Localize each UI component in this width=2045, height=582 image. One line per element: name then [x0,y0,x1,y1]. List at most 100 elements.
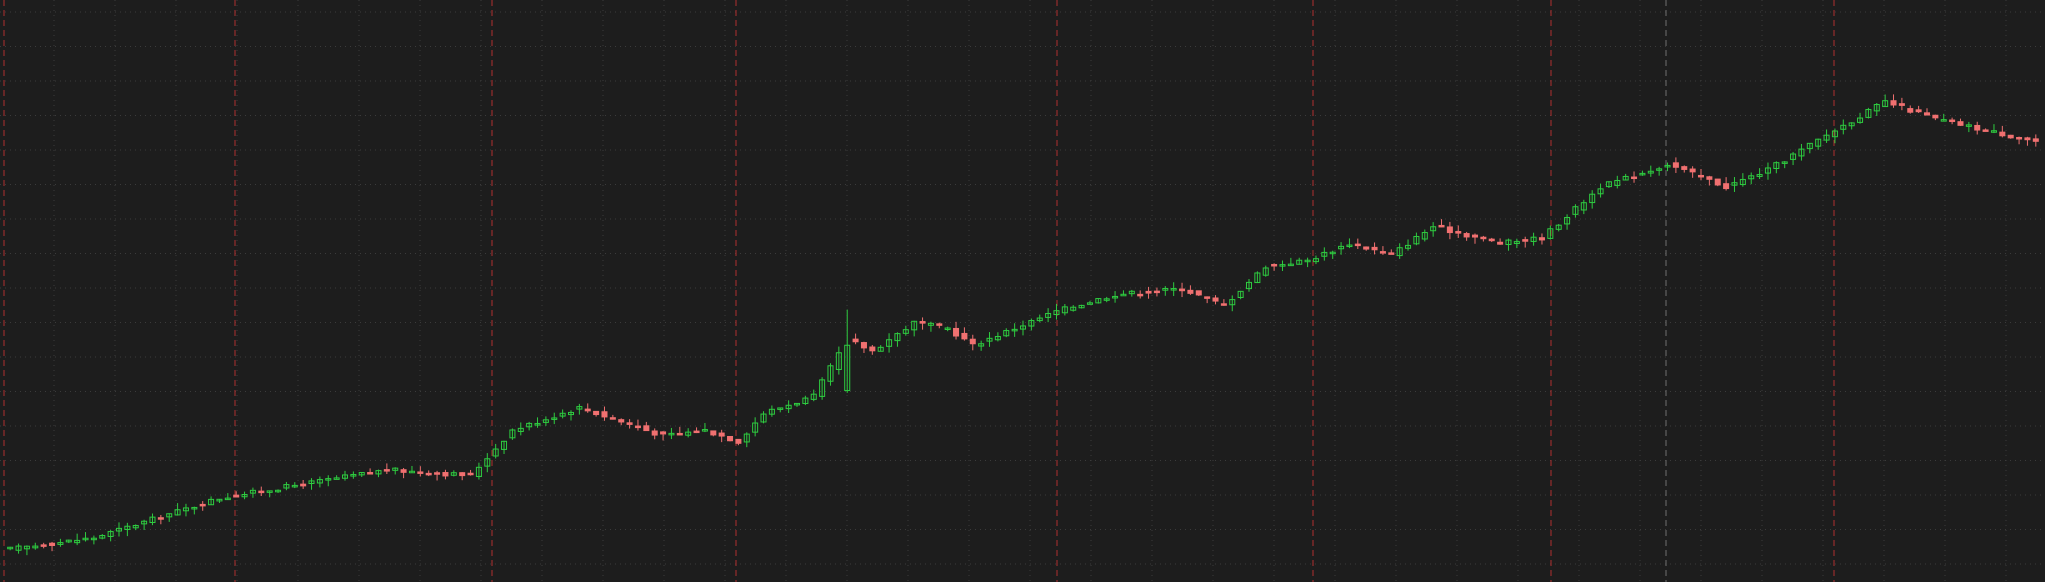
candle [810,389,817,402]
candle [1438,219,1445,228]
candle-body [1430,226,1437,232]
candle [1379,246,1386,255]
candle-body [484,458,491,467]
candle-body [1095,298,1102,304]
candle-body [944,327,951,331]
candle [166,513,173,522]
candle [1036,314,1043,323]
candle-body [350,474,357,477]
candle-body [567,411,575,416]
candle [1990,124,1997,134]
candle-body [1405,244,1412,249]
candle [1488,237,1495,243]
vertical-gridlines [53,0,2007,582]
candle [434,470,441,481]
candle-body [408,470,415,474]
candle [1806,142,1813,154]
candle [157,514,164,525]
candle-body [1764,167,1771,174]
candle [2032,134,2039,147]
candle-body [860,342,867,349]
candle-body [266,490,273,493]
candle [727,435,734,442]
candle [1095,298,1102,304]
candle [827,363,834,386]
candle-body [1923,112,1931,116]
candle [1564,214,1571,230]
candle-body [115,527,123,532]
candle [1405,239,1412,251]
candle-body [584,408,591,412]
candle-body [634,425,641,429]
candle-body [743,433,750,443]
candle [1664,162,1671,172]
candle-body [1907,108,1914,113]
candle [1237,290,1244,300]
candle [852,333,859,345]
candle-body [1379,251,1386,254]
candle [1714,178,1721,187]
candle-body [551,417,558,420]
candle-body [182,507,189,512]
candle [768,405,775,417]
candle [1254,271,1261,284]
candle [894,332,901,347]
candle [559,409,566,419]
candle-body [542,419,549,423]
candle-body [710,430,717,436]
candle-body [1036,317,1043,322]
candle-body [249,489,256,494]
candle-body [1597,188,1604,195]
candle-body [1773,162,1780,169]
candle-body [325,478,332,481]
candle [2024,136,2031,146]
candle [1179,282,1186,298]
candle [961,327,968,341]
candle [584,403,591,413]
candle [1949,117,1956,125]
candle-body [1589,193,1596,204]
candle [308,478,315,490]
candle-body [132,525,139,529]
candle [425,470,432,477]
candle [660,431,667,441]
candle [191,506,198,515]
candle-body [1840,124,1847,130]
candle [1815,138,1822,150]
candle [475,462,482,480]
candle-body [986,337,993,342]
candle [283,481,290,491]
candle [1890,94,1897,108]
candle [1790,151,1797,166]
candle-body [1957,121,1964,126]
candle [1162,286,1169,296]
candle [1940,113,1947,122]
candle-body [509,429,516,439]
candle [1706,175,1713,186]
candle [1388,249,1395,255]
candle [601,406,608,421]
candle-body [919,321,926,324]
candle [1957,118,1964,126]
candle-body [844,344,851,392]
candle-body [1605,181,1612,188]
candle-body [1212,297,1219,302]
candle-body [434,472,441,475]
candle-body [559,412,566,417]
candle [701,423,708,433]
candle-body [1949,119,1956,123]
candle-body [1631,176,1638,180]
candle-body [1170,288,1177,291]
candle [1262,265,1269,277]
candle [1346,238,1353,249]
candle-body [82,537,89,541]
candle-body [1145,290,1152,294]
candle-body [1505,239,1512,246]
candle [1204,296,1211,304]
candle-body [7,546,14,550]
candle [969,334,976,351]
candle [467,469,474,476]
candle-body [32,545,39,549]
